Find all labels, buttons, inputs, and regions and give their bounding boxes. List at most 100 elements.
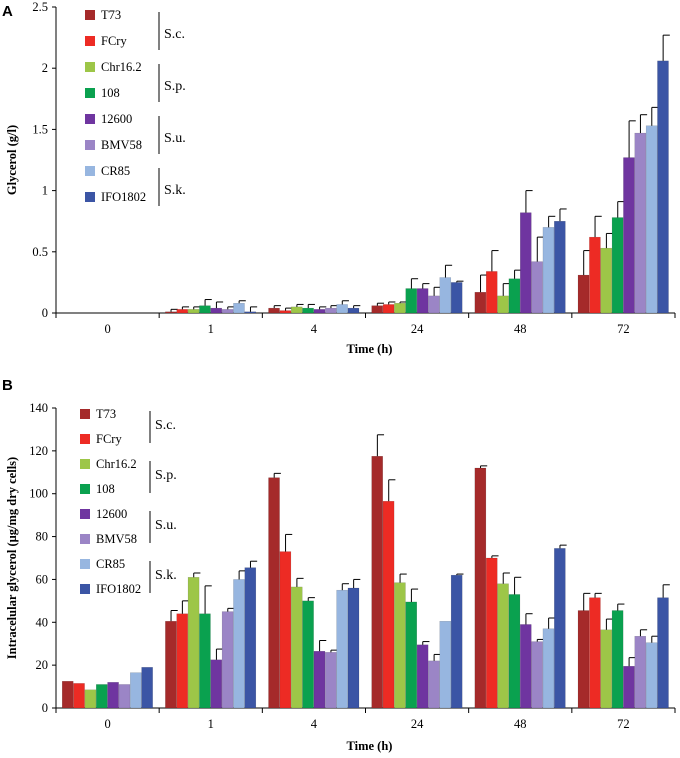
y-tick-label: 100 — [29, 487, 48, 501]
bar-bmv58-4 — [325, 652, 337, 709]
bar-fcry-4 — [279, 310, 292, 314]
bar-bmv58-0 — [118, 684, 131, 709]
bar-bmv58-72 — [634, 132, 647, 314]
bar-bmv58-24 — [428, 660, 440, 709]
legend-entry: Chr16.2 — [101, 60, 142, 74]
bar-ifo1802-1 — [244, 311, 257, 314]
y-axis-title: Intracelular glycerol (μg/mg dry cells) — [5, 457, 19, 659]
legend-swatch — [85, 62, 95, 72]
bar-cr85-24 — [439, 277, 452, 314]
y-tick-label: 0.5 — [32, 245, 48, 259]
bar-12600-4 — [313, 651, 326, 709]
y-tick-label: 2.5 — [32, 0, 48, 14]
legend-entry: 12600 — [96, 507, 127, 521]
bar-t73-72 — [577, 274, 590, 314]
bar-t73-4 — [268, 307, 280, 314]
bar-cr85-24 — [439, 621, 452, 709]
legend-entry: T73 — [96, 407, 116, 421]
bar-108-4 — [302, 307, 314, 314]
legend-group-label: S.u. — [155, 518, 177, 533]
legend-swatch — [80, 409, 90, 419]
legend-swatch — [85, 10, 95, 20]
bar-chr162-1 — [187, 577, 200, 709]
bar-cr85-0 — [130, 672, 142, 709]
bar-108-72 — [611, 610, 624, 709]
bar-cr85-4 — [336, 589, 348, 709]
panel-letter: B — [2, 377, 13, 394]
bar-t73-24 — [371, 456, 383, 709]
bar-t73-48 — [474, 467, 487, 709]
legend-swatch — [80, 434, 90, 444]
y-tick-label: 0 — [42, 306, 48, 320]
x-tick-label: 48 — [514, 322, 527, 336]
legend-swatch — [80, 584, 90, 594]
bar-bmv58-72 — [634, 636, 647, 709]
bar-ifo1802-48 — [554, 548, 566, 709]
legend-swatch — [80, 509, 90, 519]
bar-cr85-1 — [233, 303, 245, 314]
x-tick-label: 1 — [208, 717, 214, 731]
legend-group-label: S.c. — [164, 27, 185, 42]
legend-swatch — [80, 534, 90, 544]
bar-chr162-72 — [600, 247, 612, 314]
bar-t73-24 — [371, 305, 383, 314]
bar-12600-24 — [416, 644, 429, 709]
legend-swatch — [85, 192, 95, 202]
legend-swatch — [80, 459, 90, 469]
y-axis-title: Glycerol (g/l) — [5, 125, 19, 195]
bar-108-48 — [508, 278, 521, 314]
bar-cr85-4 — [336, 304, 348, 314]
bar-chr162-4 — [291, 306, 303, 314]
legend-swatch — [80, 484, 90, 494]
y-tick-label: 20 — [36, 658, 49, 672]
bar-ifo1802-4 — [347, 307, 360, 314]
bar-bmv58-24 — [428, 295, 440, 314]
bar-ifo1802-0 — [141, 667, 153, 709]
legend-swatch — [85, 140, 95, 150]
legend-swatch — [85, 36, 95, 46]
bar-bmv58-48 — [531, 261, 543, 314]
panel-letter: A — [2, 3, 13, 20]
x-tick-label: 4 — [311, 322, 318, 336]
bar-ifo1802-24 — [450, 574, 463, 709]
legend-entry: 108 — [101, 86, 120, 100]
bar-108-0 — [96, 684, 108, 709]
legend-group-label: S.u. — [164, 131, 186, 146]
bar-chr162-24 — [394, 582, 406, 709]
legend-entry: BMV58 — [96, 532, 137, 546]
bar-t73-72 — [577, 610, 590, 709]
bar-108-4 — [302, 600, 314, 709]
chart-panel-b: B 0 20 40 60 80 100 120 140 0 1 4 24 48 72 Time (h) Intr… — [2, 377, 676, 753]
legend-group-label: S.c. — [155, 418, 176, 433]
x-tick-label: 72 — [617, 322, 630, 336]
bar-chr162-4 — [291, 586, 303, 709]
bar-fcry-48 — [486, 557, 498, 709]
bar-bmv58-48 — [531, 641, 543, 709]
bar-ifo1802-1 — [244, 567, 257, 709]
bar-fcry-72 — [589, 597, 601, 709]
x-tick-label: 4 — [311, 717, 318, 731]
legend: T73 FCry Chr16.2 108 12600 BMV58 CR85 IFO1802 S.… — [85, 8, 186, 206]
y-tick-label: 80 — [36, 530, 49, 544]
y-tick-label: 2 — [42, 61, 48, 75]
bar-12600-72 — [623, 666, 635, 709]
x-axis-title: Time (h) — [347, 342, 393, 356]
y-tick-label: 1 — [42, 184, 48, 198]
bar-fcry-24 — [382, 501, 395, 709]
x-axis-title: Time (h) — [347, 739, 393, 753]
bar-chr162-48 — [497, 583, 509, 709]
bar-chr162-1 — [187, 309, 200, 314]
legend-group-label: S.p. — [164, 79, 186, 94]
x-tick-label: 24 — [411, 322, 424, 336]
bar-chr162-0 — [84, 689, 97, 709]
y-tick-label: 120 — [29, 444, 48, 458]
bar-fcry-24 — [382, 304, 395, 314]
legend-entry: CR85 — [101, 164, 130, 178]
y-tick-label: 1.5 — [32, 122, 48, 136]
bar-12600-72 — [623, 157, 635, 314]
bar-cr85-48 — [542, 227, 555, 314]
legend: T73 FCry Chr16.2 108 12600 BMV58 CR85 IFO1802 S.… — [80, 407, 177, 596]
bar-12600-24 — [416, 288, 429, 314]
bar-chr162-72 — [600, 629, 612, 709]
